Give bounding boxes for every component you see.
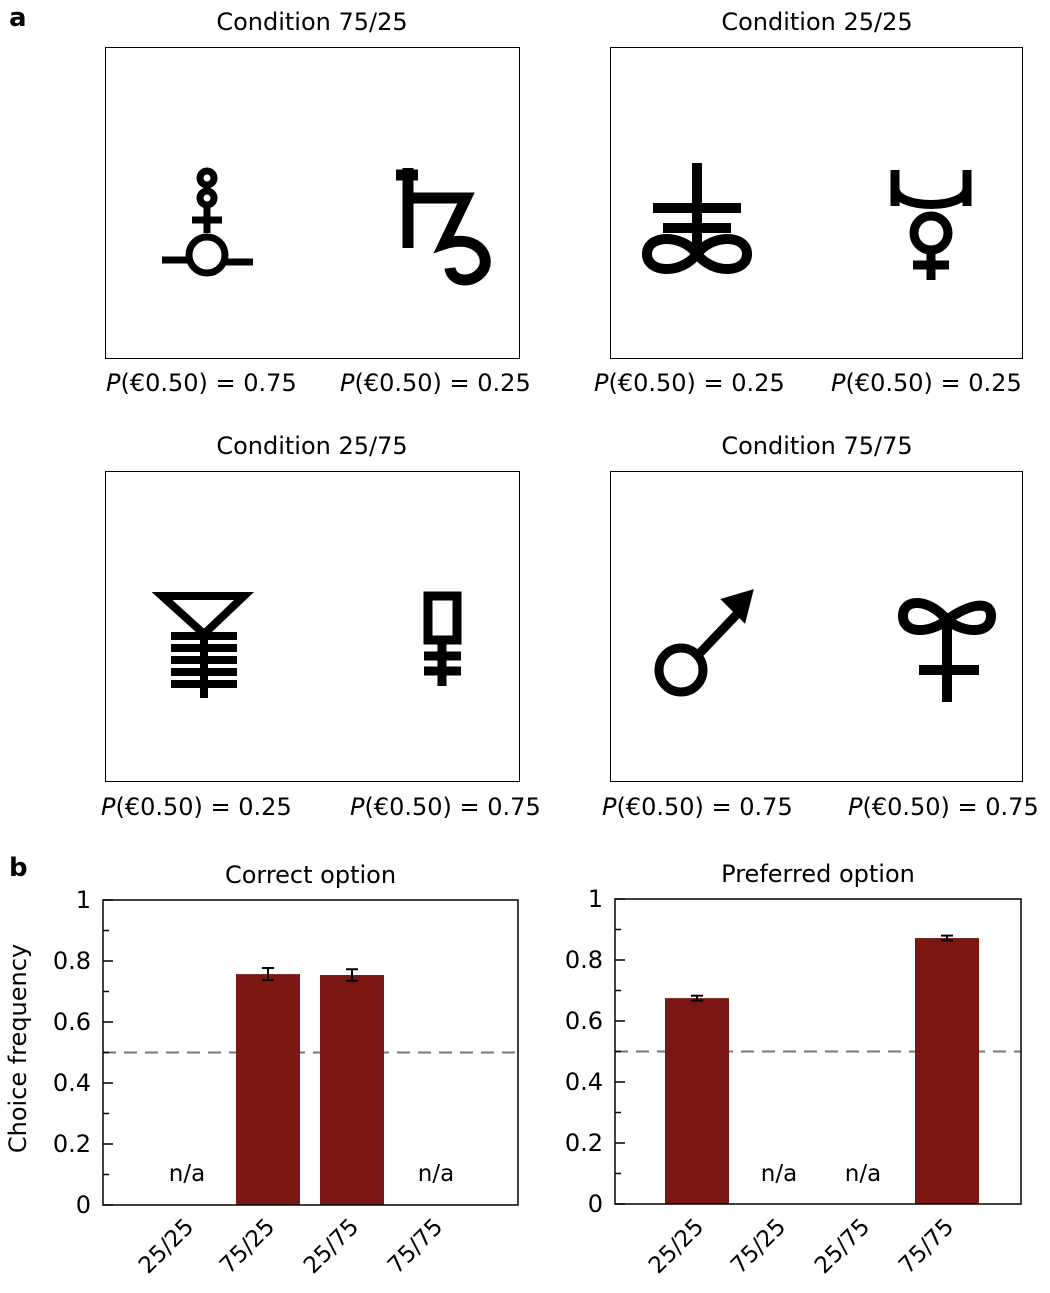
panel-a-letter: a xyxy=(9,3,27,33)
infinity-cross-symbol xyxy=(897,598,997,702)
condition-75-75-right-probability: P(€0.50) = 0.75 xyxy=(848,793,1039,821)
condition-25-25-left-probability: P(€0.50) = 0.25 xyxy=(594,369,785,397)
chart-2-y-tick-label-1: 0.2 xyxy=(565,1129,603,1157)
chart-1-x-tick-label-75-25: 75/25 xyxy=(215,1214,280,1279)
chart-2-bar-25-25 xyxy=(665,998,729,1204)
chart-2-error-bar-25-25 xyxy=(691,994,703,1002)
chart-1-axes-frame xyxy=(102,899,519,1206)
funnel-ladder-symbol xyxy=(151,592,255,698)
chart-1-title: Correct option xyxy=(225,861,396,889)
condition-75-25-title: Condition 75/25 xyxy=(216,8,408,36)
condition-75-75-box xyxy=(610,471,1023,782)
mars-symbol xyxy=(654,589,754,697)
chart-2-title: Preferred option xyxy=(721,860,915,888)
panel-b-letter: b xyxy=(9,853,28,883)
chart-2-y-tick-label-4: 0.8 xyxy=(565,946,603,974)
chart-2-y-tick-label-3: 0.6 xyxy=(565,1007,603,1035)
condition-25-75-right-probability: P(€0.50) = 0.75 xyxy=(350,793,541,821)
chart-1-y-tick-label-3: 0.6 xyxy=(53,1008,91,1036)
condition-75-25-right-probability: P(€0.50) = 0.25 xyxy=(340,369,531,397)
leviathan-cross-symbol xyxy=(641,163,753,274)
chart-1-y-axis-label: Choice frequency xyxy=(4,944,32,1153)
condition-75-75-left-probability: P(€0.50) = 0.75 xyxy=(602,793,793,821)
chart-2-y-tick-label-5: 1 xyxy=(588,885,603,913)
chart-1-y-tick-label-5: 1 xyxy=(76,886,91,914)
chart-1-y-tick-label-2: 0.4 xyxy=(53,1069,91,1097)
condition-25-75-title: Condition 25/75 xyxy=(216,432,408,460)
condition-25-75-box xyxy=(105,471,520,782)
square-cross-symbol xyxy=(423,591,462,686)
condition-25-25-right-probability: P(€0.50) = 0.25 xyxy=(831,369,1022,397)
chart-1-error-bar-75-25 xyxy=(262,967,274,982)
chart-1-y-tick-label-4: 0.8 xyxy=(53,947,91,975)
mercury-symbol xyxy=(890,170,972,280)
chart-1-x-tick-label-75-75: 75/75 xyxy=(383,1214,448,1279)
condition-25-75-left-probability: P(€0.50) = 0.25 xyxy=(101,793,292,821)
condition-25-25-title: Condition 25/25 xyxy=(721,8,913,36)
chart-1-x-tick-label-25-75: 25/75 xyxy=(299,1214,364,1279)
chart-1-error-bar-25-75 xyxy=(346,968,358,982)
chart-2-y-tick-label-2: 0.4 xyxy=(565,1068,603,1096)
chart-1-bar-75-25 xyxy=(236,974,300,1205)
chart-1-na-label-75-75: n/a xyxy=(418,1161,454,1187)
condition-75-25-box xyxy=(105,47,520,359)
chart-2-na-label-75-25: n/a xyxy=(761,1161,797,1187)
condition-75-75-title: Condition 75/75 xyxy=(721,432,913,460)
condition-25-25-box xyxy=(610,47,1023,359)
chart-2-x-tick-label-75-25: 75/25 xyxy=(726,1214,791,1279)
chart-1-y-tick-label-1: 0.2 xyxy=(53,1130,91,1158)
circle-chain-cross-symbol xyxy=(162,167,253,277)
chart-1-x-tick-label-25-25: 25/25 xyxy=(134,1214,199,1279)
chart-2-error-bar-75-75 xyxy=(941,934,953,942)
chart-2-bar-75-75 xyxy=(915,938,979,1204)
chart-2-y-tick-label-0: 0 xyxy=(588,1190,603,1218)
chart-2-na-label-25-75: n/a xyxy=(845,1161,881,1187)
condition-75-25-left-probability: P(€0.50) = 0.75 xyxy=(106,369,297,397)
chart-1-y-tick-label-0: 0 xyxy=(76,1191,91,1219)
chart-2-x-tick-label-25-25: 25/25 xyxy=(644,1214,709,1279)
saturn-symbol xyxy=(396,168,491,286)
chart-2-x-tick-label-75-75: 75/75 xyxy=(894,1214,959,1279)
chart-1-bar-25-75 xyxy=(320,975,384,1205)
chart-1-na-label-25-25: n/a xyxy=(169,1161,205,1187)
chart-2-x-tick-label-25-75: 25/75 xyxy=(810,1214,875,1279)
